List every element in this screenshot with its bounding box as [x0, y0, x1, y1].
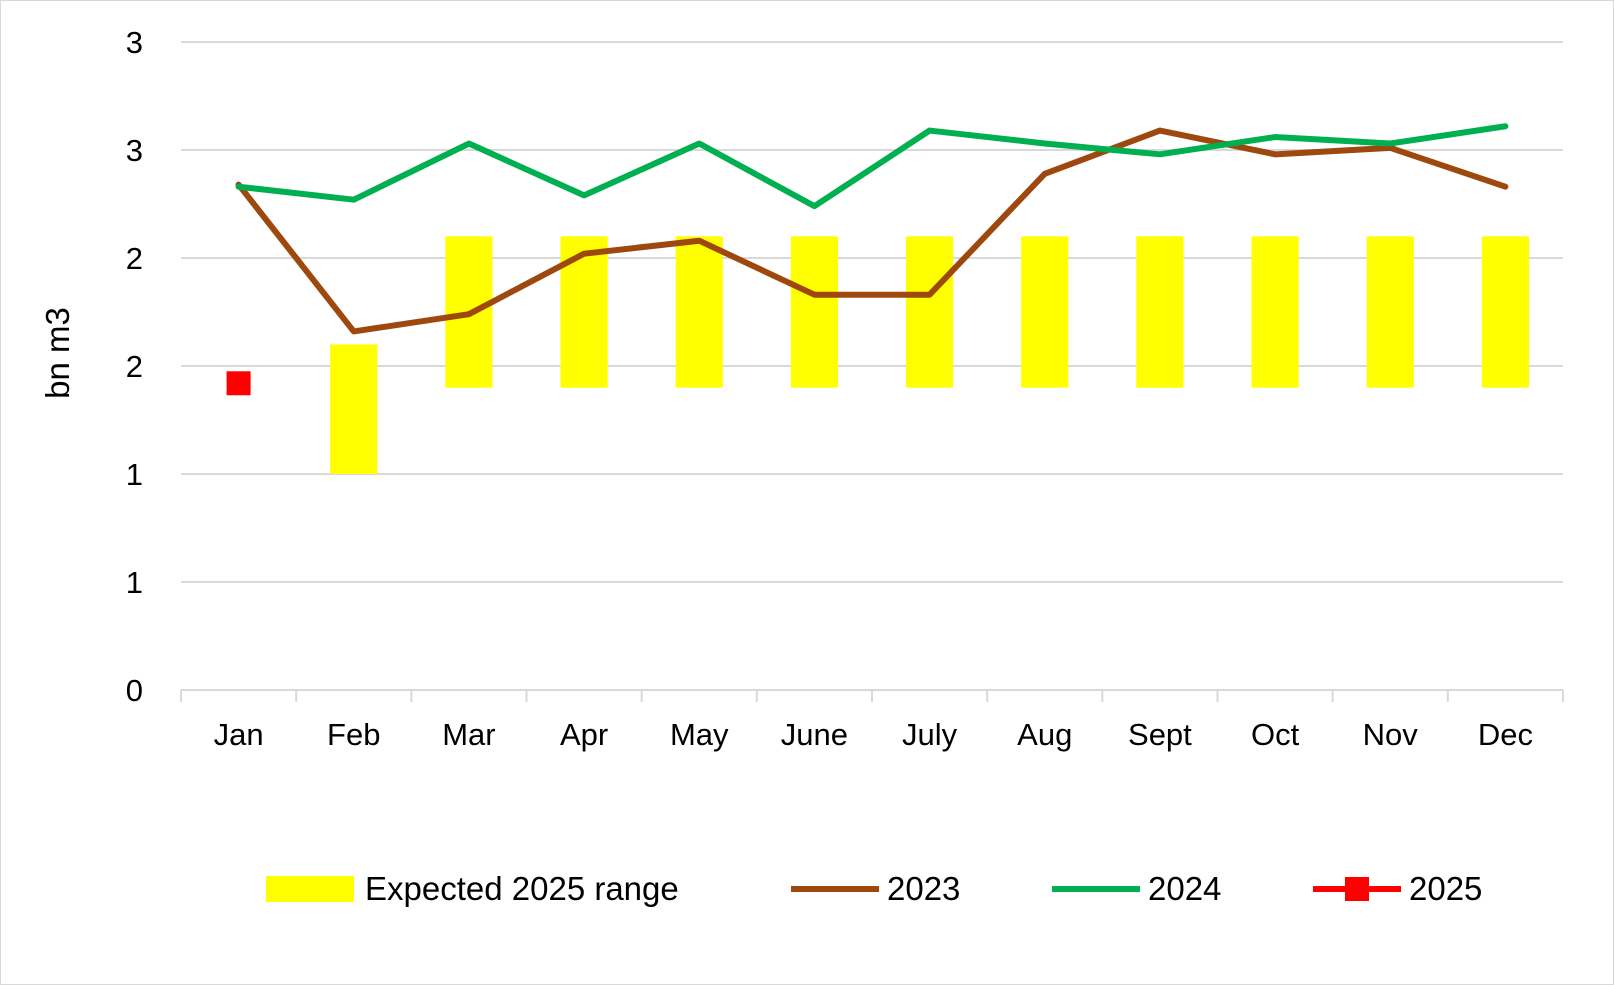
legend-label-2023: 2023 [887, 870, 960, 907]
range-bar [1136, 236, 1184, 388]
series-line-2023 [235, 127, 1509, 335]
legend-label-2025: 2025 [1409, 870, 1482, 907]
range-bar [905, 236, 954, 388]
legend-marker-2025 [1345, 877, 1369, 901]
y-axis-title: bn m3 [39, 307, 76, 399]
x-tick-label: July [902, 717, 958, 752]
y-tick-label: 2 [126, 349, 143, 384]
legend-label-range: Expected 2025 range [365, 870, 679, 907]
x-tick-label: Aug [1017, 717, 1072, 752]
legend: Expected 2025 range 2023 2024 2025 [266, 870, 1482, 907]
range-bar [1021, 236, 1069, 388]
x-tick-label: Feb [327, 717, 380, 752]
series-point-2025 [226, 371, 251, 396]
y-tick-label: 1 [126, 457, 143, 492]
line-series [226, 123, 1509, 396]
y-tick-label: 3 [126, 133, 143, 168]
x-tick-label: Nov [1363, 717, 1419, 752]
x-tick-label: Sept [1128, 717, 1192, 752]
x-tick-label: Jan [214, 717, 264, 752]
x-tick-label: June [781, 717, 848, 752]
series-line-2024 [235, 123, 1509, 210]
y-tick-label: 0 [126, 673, 143, 708]
range-bar [675, 236, 723, 388]
x-tick-label: Dec [1478, 717, 1533, 752]
grid-layer [181, 41, 1563, 583]
legend-label-2024: 2024 [1148, 870, 1221, 907]
range-bar [1366, 236, 1414, 388]
y-tick-label: 2 [126, 241, 143, 276]
legend-swatch-range [266, 876, 354, 902]
x-tick-label: Mar [442, 717, 495, 752]
y-tick-label: 1 [126, 565, 143, 600]
range-bar [1481, 236, 1530, 388]
x-tick-label: Apr [560, 717, 608, 752]
range-bar [1251, 236, 1299, 388]
x-tick-label: May [670, 717, 729, 752]
x-tick-label: Oct [1251, 717, 1300, 752]
range-bar [790, 236, 839, 388]
range-bar [330, 344, 378, 474]
y-tick-label: 3 [126, 25, 143, 60]
range-bars [330, 236, 1530, 474]
axes: 0 1 1 2 2 3 3 Jan Feb Mar Apr May June July Aug Sept Oct… [126, 25, 1564, 752]
